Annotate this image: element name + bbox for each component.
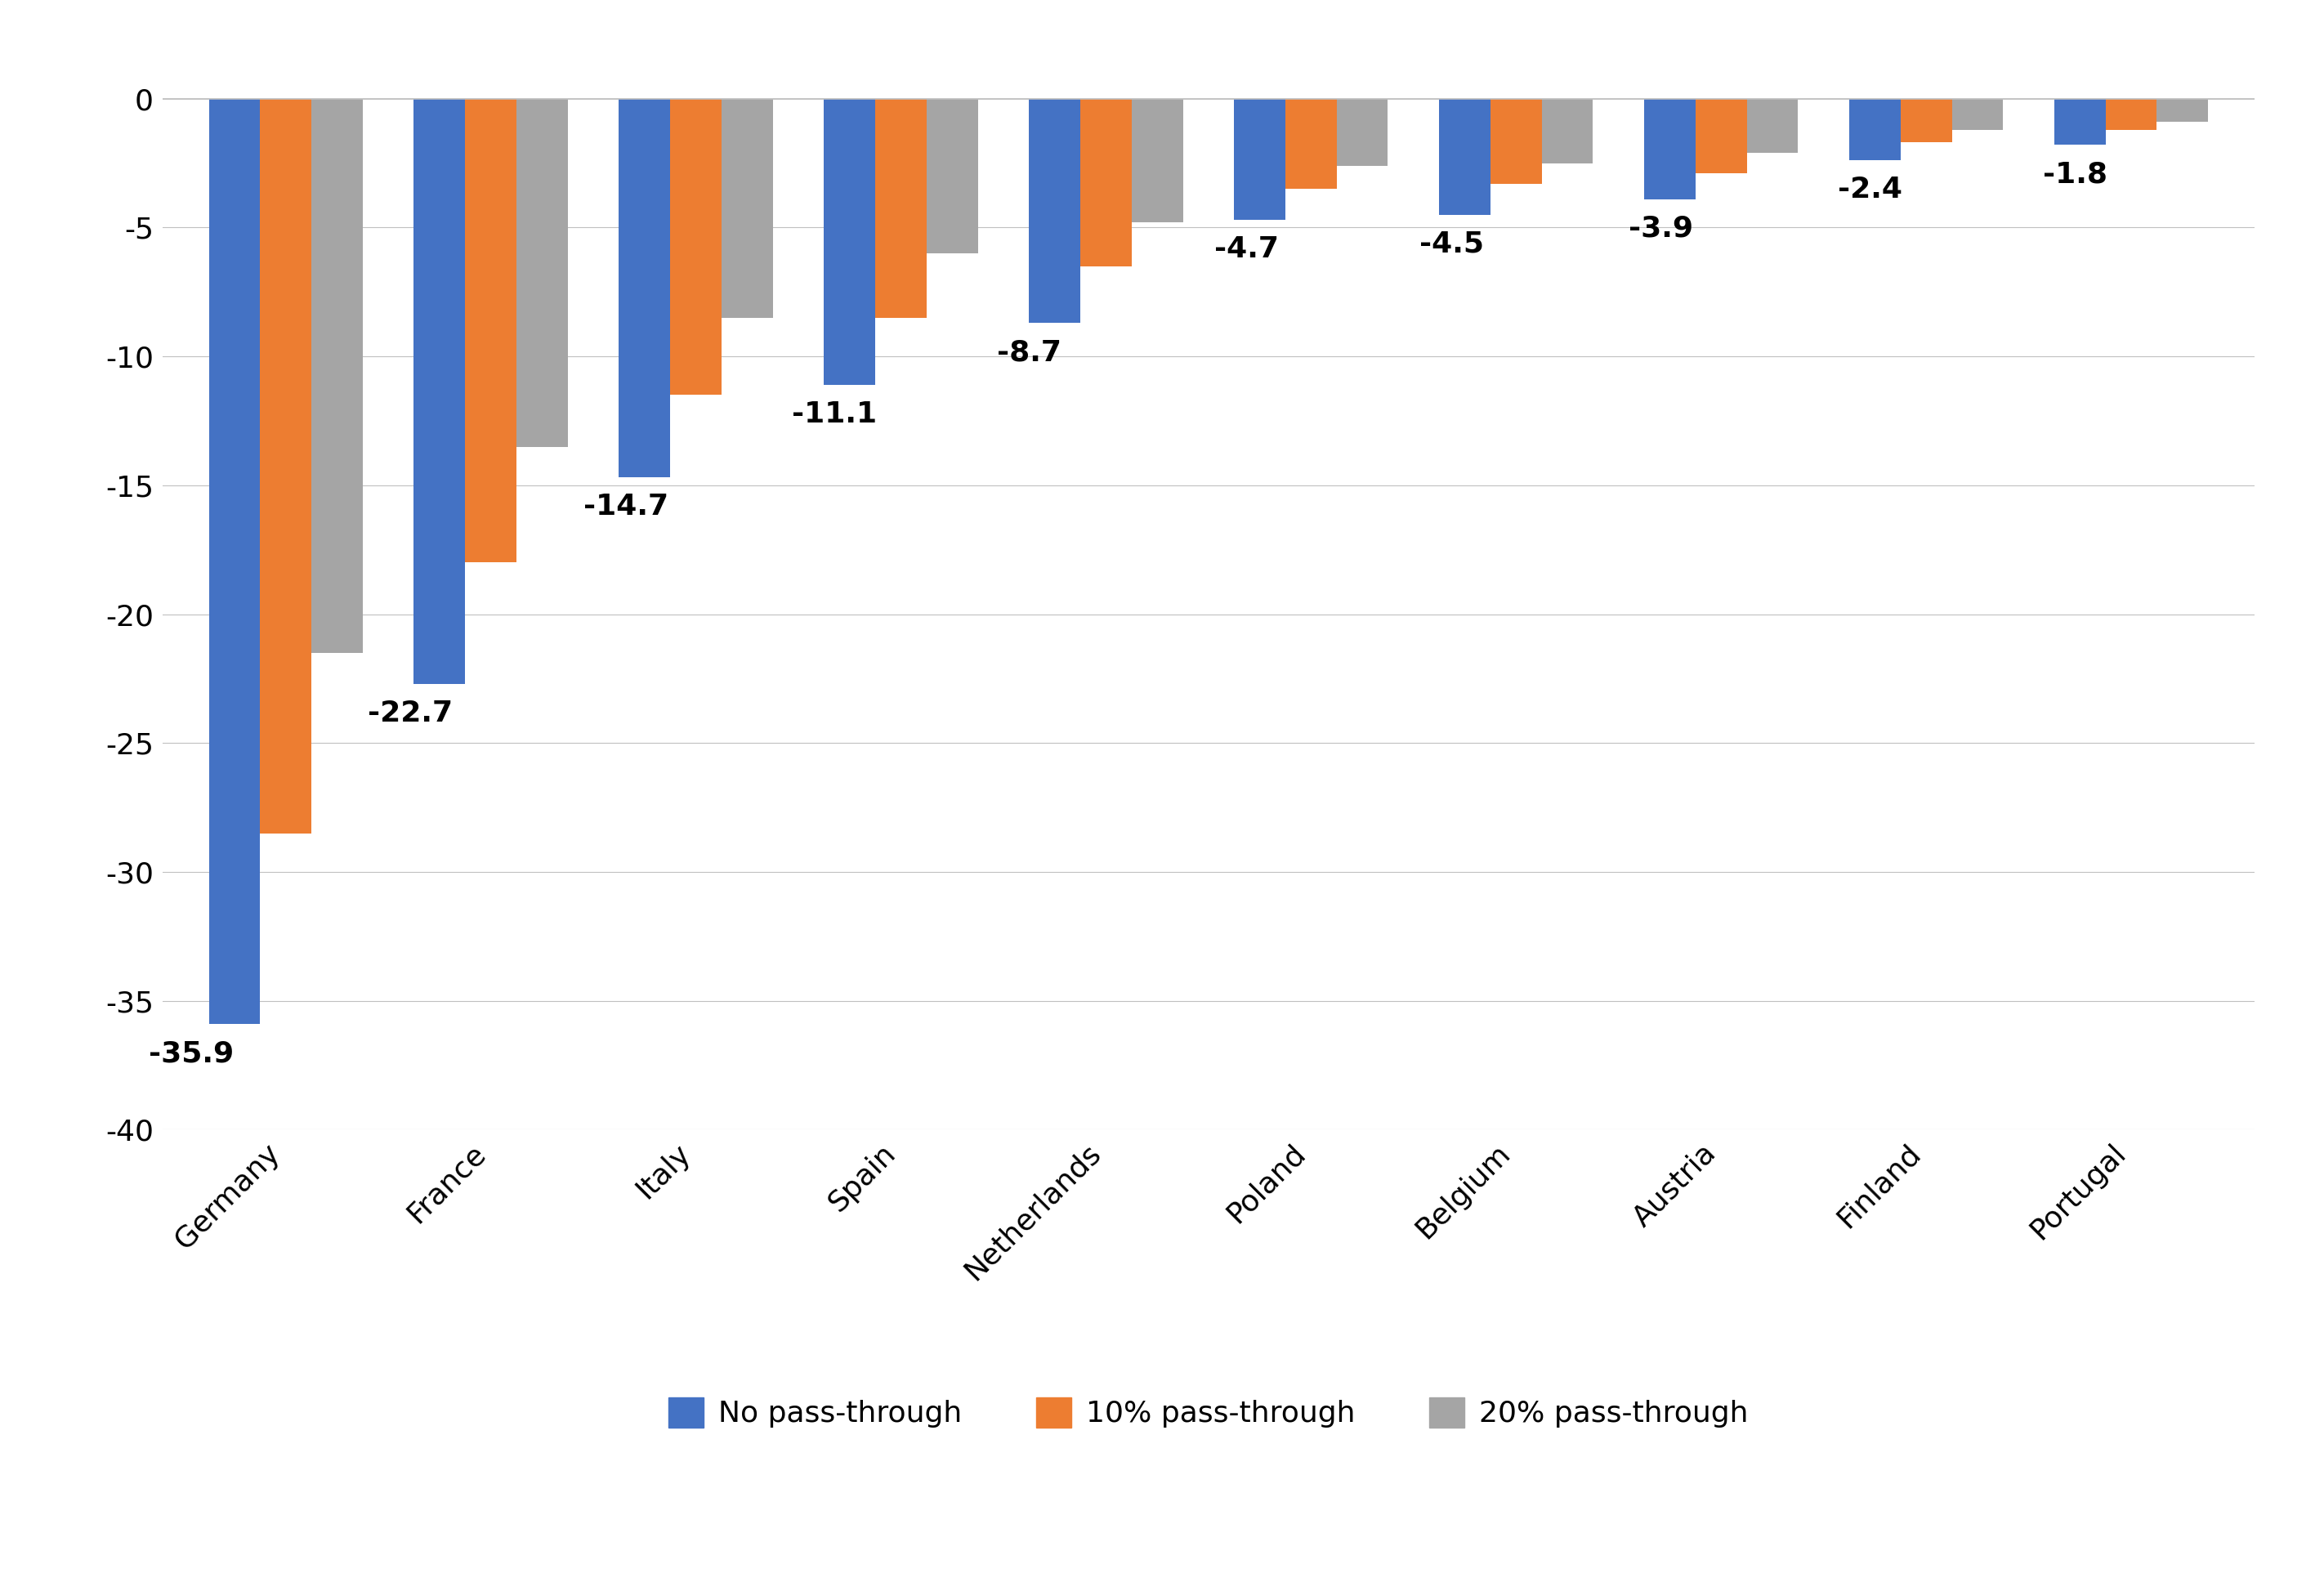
Text: -8.7: -8.7 — [997, 339, 1062, 366]
Text: -35.9: -35.9 — [149, 1040, 232, 1067]
Bar — [1439, 99, 1490, 215]
Bar — [1952, 99, 2003, 130]
Bar — [209, 99, 260, 1025]
Bar — [927, 99, 978, 253]
Bar — [1541, 99, 1592, 163]
Bar — [720, 99, 772, 319]
Text: -14.7: -14.7 — [583, 493, 667, 521]
Bar — [618, 99, 669, 477]
Bar — [2054, 99, 2106, 144]
Bar — [1081, 99, 1132, 267]
Text: -11.1: -11.1 — [792, 400, 876, 428]
Bar — [876, 99, 927, 319]
Text: -4.5: -4.5 — [1420, 231, 1485, 257]
Text: -2.4: -2.4 — [1838, 176, 1903, 204]
Bar — [669, 99, 720, 395]
Legend: No pass-through, 10% pass-through, 20% pass-through: No pass-through, 10% pass-through, 20% p… — [658, 1385, 1759, 1440]
Bar — [1132, 99, 1183, 223]
Bar — [1645, 99, 1697, 199]
Bar — [825, 99, 876, 384]
Bar — [1490, 99, 1541, 184]
Bar — [1850, 99, 1901, 160]
Bar — [1030, 99, 1081, 323]
Bar — [1901, 99, 1952, 143]
Bar — [465, 99, 516, 563]
Bar — [260, 99, 311, 833]
Text: -1.8: -1.8 — [2043, 160, 2108, 188]
Bar — [1748, 99, 1799, 152]
Bar — [414, 99, 465, 684]
Bar — [2106, 99, 2157, 130]
Text: -4.7: -4.7 — [1215, 235, 1278, 264]
Bar — [1336, 99, 1387, 166]
Bar — [1234, 99, 1285, 220]
Text: -22.7: -22.7 — [367, 700, 453, 726]
Bar — [1285, 99, 1336, 188]
Bar — [311, 99, 363, 653]
Bar — [2157, 99, 2208, 122]
Bar — [516, 99, 567, 447]
Text: -3.9: -3.9 — [1629, 215, 1694, 242]
Bar — [1697, 99, 1748, 174]
